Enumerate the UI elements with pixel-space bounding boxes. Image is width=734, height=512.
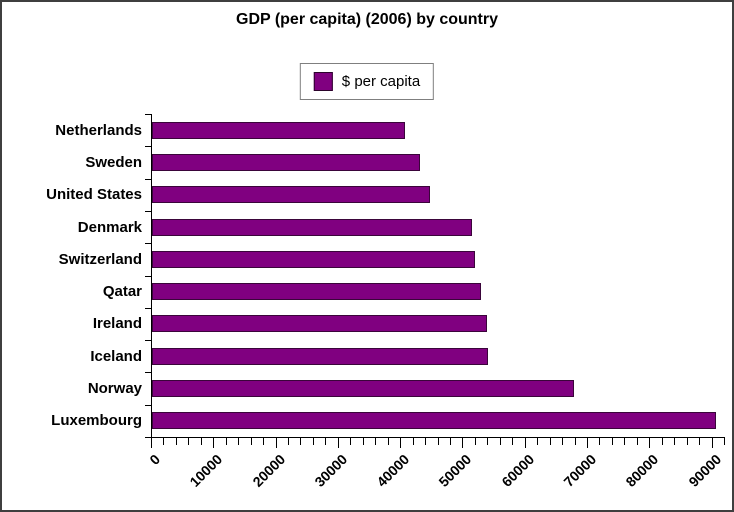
x-axis-minor-tick (699, 438, 700, 445)
x-axis-minor-tick (300, 438, 301, 445)
x-axis-major-tick (400, 438, 401, 448)
x-axis-tick-label: 30000 (311, 451, 351, 490)
x-axis-major-tick (151, 438, 152, 448)
x-axis-minor-tick (163, 438, 164, 445)
x-axis-minor-tick (375, 438, 376, 445)
y-category-label: Switzerland (58, 250, 142, 268)
x-axis-minor-tick (288, 438, 289, 445)
y-axis-tick (145, 372, 151, 373)
x-axis-tick-label: 70000 (560, 451, 600, 490)
bar-norway (152, 380, 574, 398)
x-axis-minor-tick (201, 438, 202, 445)
x-axis-major-tick (462, 438, 463, 448)
y-axis-tick (145, 146, 151, 147)
x-axis-tick-label: 60000 (498, 451, 538, 490)
x-axis-minor-tick (687, 438, 688, 445)
x-axis-tick-label: 10000 (186, 451, 226, 490)
x-axis-minor-tick (599, 438, 600, 445)
x-axis-minor-tick (475, 438, 476, 445)
bar-switzerland (152, 250, 475, 268)
x-axis-minor-tick (637, 438, 638, 445)
y-category-label: United States (46, 186, 142, 204)
x-axis-minor-tick (487, 438, 488, 445)
x-axis-minor-tick (425, 438, 426, 445)
x-axis-major-tick (712, 438, 713, 448)
x-axis-minor-tick (562, 438, 563, 445)
x-axis-major-tick (649, 438, 650, 448)
x-axis-minor-tick (662, 438, 663, 445)
x-axis-tick-label: 90000 (685, 451, 725, 490)
x-axis-minor-tick (313, 438, 314, 445)
y-category-label: Netherlands (55, 121, 142, 139)
x-axis-minor-tick (363, 438, 364, 445)
x-axis-minor-tick (450, 438, 451, 445)
x-axis-minor-tick (512, 438, 513, 445)
x-axis-minor-tick (438, 438, 439, 445)
x-axis-line (151, 437, 725, 438)
y-axis-tick (145, 437, 151, 438)
y-category-label: Iceland (90, 347, 142, 365)
legend-box: $ per capita (299, 63, 435, 100)
x-axis-major-tick (338, 438, 339, 448)
bar-qatar (152, 283, 481, 301)
x-axis-minor-tick (413, 438, 414, 445)
y-category-label: Luxembourg (51, 412, 142, 430)
y-category-label: Qatar (102, 283, 142, 301)
x-axis-minor-tick (612, 438, 613, 445)
x-axis-minor-tick (238, 438, 239, 445)
y-axis-tick (145, 308, 151, 309)
y-category-label: Ireland (92, 315, 142, 333)
x-axis-minor-tick (388, 438, 389, 445)
x-axis-minor-tick (724, 438, 725, 445)
bar-luxembourg (152, 412, 716, 430)
x-axis-minor-tick (263, 438, 264, 445)
x-axis-minor-tick (188, 438, 189, 445)
y-category-label: Norway (87, 380, 142, 398)
bar-united-states (152, 186, 430, 204)
x-axis-minor-tick (550, 438, 551, 445)
y-axis-tick (145, 340, 151, 341)
x-axis-minor-tick (500, 438, 501, 445)
chart-title: GDP (per capita) (2006) by country (236, 11, 498, 28)
y-axis-tick (145, 243, 151, 244)
bar-ireland (152, 315, 487, 333)
x-axis-major-tick (276, 438, 277, 448)
bar-netherlands (152, 121, 405, 139)
x-axis-minor-tick (226, 438, 227, 445)
x-axis-minor-tick (176, 438, 177, 445)
y-category-label: Denmark (77, 218, 142, 236)
x-axis-tick-label: 80000 (622, 451, 662, 490)
x-axis-minor-tick (537, 438, 538, 445)
x-axis-minor-tick (575, 438, 576, 445)
x-axis-minor-tick (624, 438, 625, 445)
y-axis-tick (145, 276, 151, 277)
x-axis-minor-tick (350, 438, 351, 445)
bar-sweden (152, 153, 420, 171)
y-axis-tick (145, 179, 151, 180)
y-category-label: Sweden (85, 153, 142, 171)
y-axis-tick (145, 405, 151, 406)
y-axis-line (151, 114, 152, 438)
x-axis-tick-label: 40000 (373, 451, 413, 490)
bar-denmark (152, 218, 472, 236)
x-axis-minor-tick (325, 438, 326, 445)
legend-label: $ per capita (341, 73, 421, 90)
x-axis-major-tick (525, 438, 526, 448)
x-axis-tick-label: 50000 (435, 451, 475, 490)
x-axis-major-tick (213, 438, 214, 448)
legend-swatch-icon (313, 72, 333, 91)
x-axis-tick-label: 0 (146, 451, 164, 468)
y-axis-tick (145, 211, 151, 212)
x-axis-minor-tick (251, 438, 252, 445)
x-axis-minor-tick (674, 438, 675, 445)
x-axis-tick-label: 20000 (249, 451, 289, 490)
bar-iceland (152, 347, 488, 365)
x-axis-major-tick (587, 438, 588, 448)
y-axis-tick (145, 114, 151, 115)
